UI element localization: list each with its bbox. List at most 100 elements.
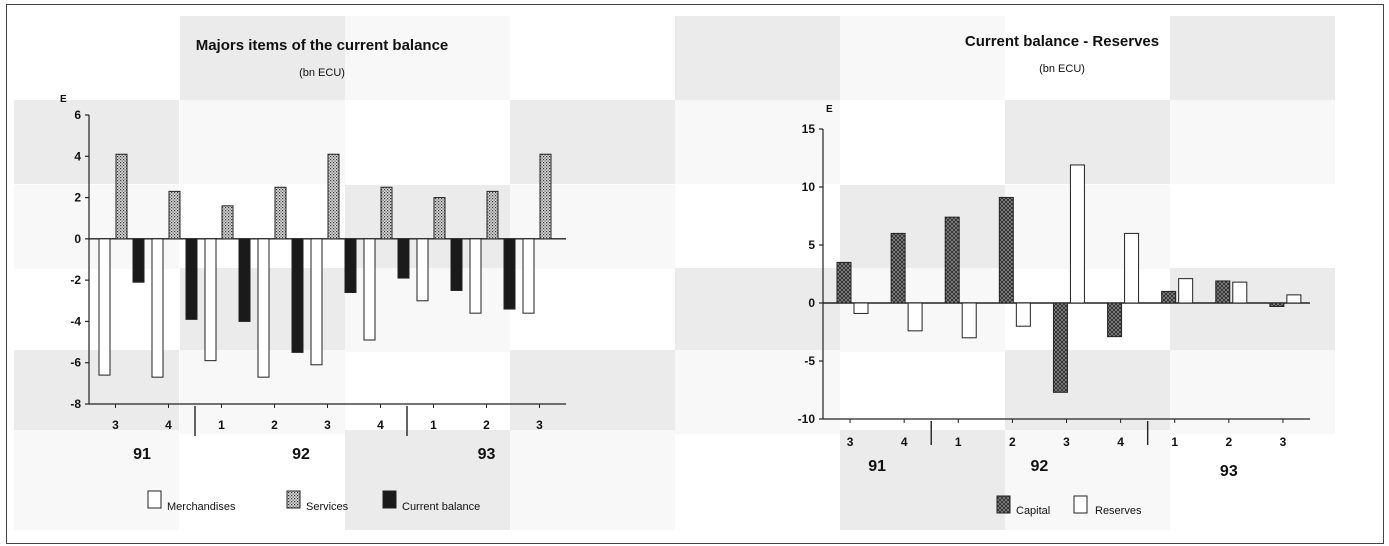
bar-capital xyxy=(890,232,906,304)
background-tile xyxy=(14,430,179,530)
bar-merchandises xyxy=(469,238,482,314)
background-tile xyxy=(180,100,345,184)
bar-services xyxy=(433,197,446,240)
chart2-subtitle: (bn ECU) xyxy=(1039,63,1085,75)
x-tick-label: 4 xyxy=(377,418,384,432)
bar-merchandises xyxy=(522,238,535,314)
background-tile xyxy=(510,185,675,269)
background-tile xyxy=(1170,268,1335,352)
year-label: 91 xyxy=(868,458,886,475)
background-tile xyxy=(345,16,510,100)
y-tick-label: -6 xyxy=(70,356,81,370)
y-tick-label: 5 xyxy=(808,238,815,252)
chart1-title: Majors items of the current balance xyxy=(196,37,449,54)
background-tile xyxy=(675,268,840,352)
y-tick-label: 2 xyxy=(74,191,81,205)
year-label: 92 xyxy=(292,446,310,463)
bar-services xyxy=(380,186,393,240)
bar-services xyxy=(539,153,552,240)
chart1-unit-label: E xyxy=(60,94,67,105)
bar-current-balance xyxy=(450,238,463,291)
chart2-title: Current balance - Reserves xyxy=(965,33,1159,50)
bar-merchandises xyxy=(363,238,376,341)
x-tick-label: 1 xyxy=(218,418,225,432)
x-tick-label: 3 xyxy=(1063,435,1070,449)
x-tick-label: 4 xyxy=(1117,435,1124,449)
y-tick-label: 15 xyxy=(802,122,816,136)
legend-label-services: Services xyxy=(306,501,349,513)
bar-reserves xyxy=(853,302,869,314)
bar-capital xyxy=(1107,302,1123,338)
background-tile xyxy=(840,16,1005,100)
year-label: 93 xyxy=(478,446,496,463)
x-tick-label: 3 xyxy=(324,418,331,432)
bar-reserves xyxy=(961,302,977,339)
bar-reserves xyxy=(1124,232,1140,304)
bar-merchandises xyxy=(310,238,323,366)
x-tick-label: 4 xyxy=(901,435,908,449)
y-tick-label: 10 xyxy=(802,180,816,194)
chart2-axis-labels: 15 10 5 0 -5 -10 3 4 1 2 3 4 1 2 3 91 92 93 xyxy=(798,122,1287,480)
y-tick-label: -8 xyxy=(70,397,81,411)
background-tile xyxy=(510,350,675,434)
y-tick-label: 0 xyxy=(74,232,81,246)
background-tile xyxy=(1170,350,1335,434)
bar-capital xyxy=(1215,280,1231,304)
legend-swatch-capital xyxy=(996,495,1011,514)
legend-label-reserves: Reserves xyxy=(1095,505,1142,517)
x-tick-label: 3 xyxy=(1280,435,1287,449)
x-tick-label: 2 xyxy=(483,418,490,432)
x-tick-label: 3 xyxy=(112,418,119,432)
chart-current-balance-items: Majors items of the current balance (bn … xyxy=(60,37,566,513)
bar-current-balance xyxy=(344,238,357,294)
background-tile xyxy=(1005,185,1170,269)
background-tile xyxy=(510,430,675,530)
legend-label-capital: Capital xyxy=(1016,505,1050,517)
background-tile xyxy=(1005,350,1170,434)
background-tile xyxy=(14,100,179,184)
x-tick-label: 2 xyxy=(1009,435,1016,449)
bar-reserves xyxy=(907,302,923,332)
x-tick-label: 1 xyxy=(430,418,437,432)
bar-reserves xyxy=(1015,302,1031,327)
background-tile xyxy=(180,16,345,100)
chart2-legend: Capital Reserves xyxy=(996,495,1142,517)
x-tick-label: 1 xyxy=(955,435,962,449)
bar-merchandises xyxy=(257,238,270,378)
bar-capital xyxy=(836,261,852,304)
chart2-unit-label: E xyxy=(826,104,833,115)
bar-services xyxy=(486,190,499,240)
background-tile xyxy=(675,350,840,434)
legend-swatch-services xyxy=(286,490,301,509)
x-tick-label: 3 xyxy=(847,435,854,449)
bar-reserves xyxy=(1232,281,1248,304)
bar-reserves xyxy=(1286,294,1302,304)
chart1-legend: Merchandises Services Current balance xyxy=(147,490,480,513)
y-tick-label: -5 xyxy=(804,354,815,368)
bar-current-balance xyxy=(185,238,198,320)
year-label: 91 xyxy=(133,446,151,463)
x-tick-label: 3 xyxy=(536,418,543,432)
bar-reserves xyxy=(1069,164,1085,304)
chart1-axis-labels: 6 4 2 0 -2 -4 -6 -8 3 4 1 2 3 4 1 2 3 91 92 93 xyxy=(70,108,543,463)
chart1-subtitle: (bn ECU) xyxy=(299,67,345,79)
bar-services xyxy=(327,153,340,240)
chart-current-balance-reserves: Current balance - Reserves (bn ECU) E 15… xyxy=(798,33,1310,517)
bar-capital xyxy=(1161,290,1177,304)
bar-current-balance xyxy=(238,238,251,322)
legend-swatch-current-balance xyxy=(382,490,397,509)
bar-current-balance xyxy=(397,238,410,279)
bar-capital xyxy=(1269,302,1285,307)
background-tile xyxy=(840,185,1005,269)
bar-capital xyxy=(944,216,960,304)
legend-swatch-reserves xyxy=(1073,495,1088,514)
background-tile xyxy=(1170,16,1335,100)
bar-current-balance xyxy=(291,238,304,353)
bar-merchandises xyxy=(416,238,429,302)
bar-merchandises xyxy=(204,238,217,362)
background-tile xyxy=(1170,100,1335,184)
bar-merchandises xyxy=(151,238,164,378)
x-tick-label: 2 xyxy=(271,418,278,432)
background-tile xyxy=(675,100,840,184)
